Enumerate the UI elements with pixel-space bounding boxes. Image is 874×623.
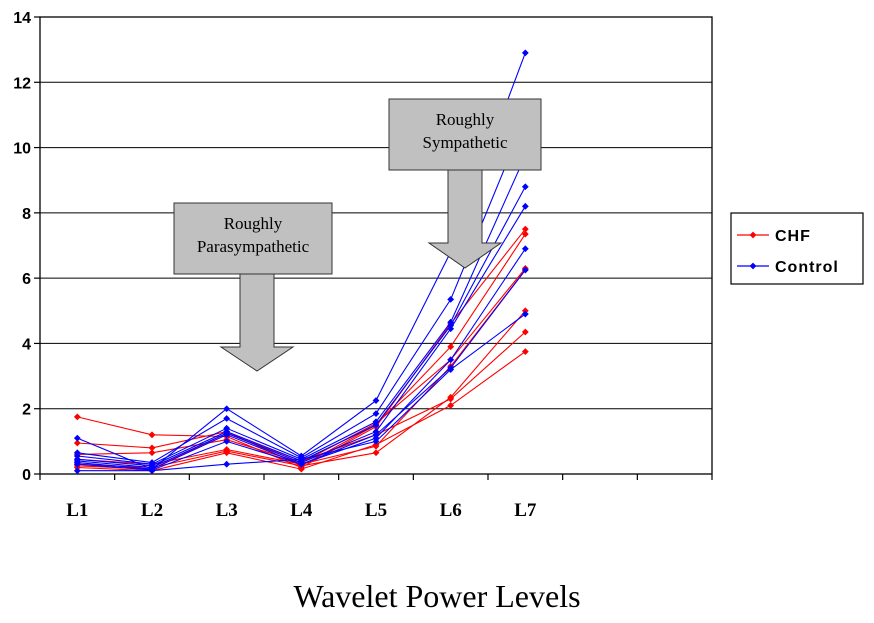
x-tick-label: L4: [290, 500, 313, 521]
x-tick-label: L6: [440, 500, 462, 521]
annotation-text-sympathetic: Roughly: [436, 110, 495, 129]
control-data-point: [73, 434, 81, 442]
chf-data-point: [447, 343, 455, 351]
control-data-point: [521, 266, 529, 274]
chf-series-line: [77, 269, 526, 465]
control-data-point: [521, 202, 529, 210]
annotation-text-parasympathetic: Roughly: [224, 214, 283, 233]
x-tick-label: L7: [514, 500, 537, 521]
control-data-point: [372, 410, 380, 418]
chf-data-point: [447, 395, 455, 403]
y-tick-label: 10: [13, 141, 31, 158]
chf-series-line: [77, 310, 526, 469]
control-data-point: [521, 183, 529, 191]
chf-data-point: [148, 444, 156, 452]
x-axis-label: Wavelet Power Levels: [293, 578, 581, 614]
chf-data-point: [521, 225, 529, 233]
annotation-arrow-parasympathetic: [219, 273, 295, 372]
legend-label-control: Control: [775, 259, 839, 276]
chf-data-point: [521, 328, 529, 336]
chf-data-point: [148, 449, 156, 457]
y-tick-label: 2: [22, 402, 31, 419]
chf-data-point: [148, 431, 156, 439]
control-data-point: [447, 325, 455, 333]
y-tick-label: 8: [22, 206, 31, 223]
control-data-point: [372, 437, 380, 445]
y-tick-label: 12: [13, 75, 31, 92]
legend-marker-control: [749, 262, 757, 270]
control-data-point: [223, 460, 231, 468]
legend-marker-chf: [749, 231, 757, 239]
control-data-point: [521, 310, 529, 318]
control-data-point: [447, 295, 455, 303]
control-data-point: [372, 397, 380, 404]
control-data-point: [372, 421, 380, 429]
chf-data-point: [521, 348, 529, 355]
control-data-point: [447, 366, 455, 373]
y-tick-label: 14: [13, 10, 31, 27]
control-data-point: [73, 460, 81, 468]
control-series-line: [77, 269, 526, 471]
x-tick-label: L5: [365, 500, 387, 521]
plot-area: [39, 16, 713, 475]
control-data-point: [73, 467, 81, 475]
control-data-point: [223, 431, 231, 439]
annotation-text-sympathetic: Sympathetic: [423, 133, 508, 152]
control-data-point: [223, 437, 231, 445]
legend: [730, 212, 864, 285]
chf-data-point: [297, 465, 305, 473]
chf-data-point: [372, 449, 380, 457]
chf-data-point: [521, 230, 529, 238]
control-data-point: [297, 455, 305, 463]
chf-data-point: [73, 413, 81, 421]
control-data-point: [223, 415, 231, 422]
x-tick-label: L2: [141, 500, 163, 521]
y-tick-label: 4: [22, 336, 31, 353]
control-data-point: [372, 431, 380, 439]
control-data-point: [521, 245, 529, 253]
x-tick-label: L1: [66, 500, 88, 521]
control-data-point: [521, 49, 529, 57]
annotation-box-sympathetic: [388, 98, 542, 171]
y-tick-label: 6: [22, 271, 31, 288]
control-data-point: [297, 460, 305, 468]
x-tick-label: L3: [216, 500, 238, 521]
annotation-box-parasympathetic: [173, 202, 333, 275]
chf-data-point: [223, 449, 231, 457]
chf-data-point: [73, 439, 81, 447]
y-tick-label: 0: [22, 467, 31, 484]
chf-data-point: [447, 402, 455, 409]
annotation-text-parasympathetic: Parasympathetic: [197, 237, 310, 256]
annotation-arrow-sympathetic: [427, 169, 503, 269]
legend-label-chf: CHF: [775, 228, 811, 245]
control-data-point: [447, 356, 455, 364]
control-data-point: [148, 467, 156, 475]
control-data-point: [223, 405, 231, 413]
